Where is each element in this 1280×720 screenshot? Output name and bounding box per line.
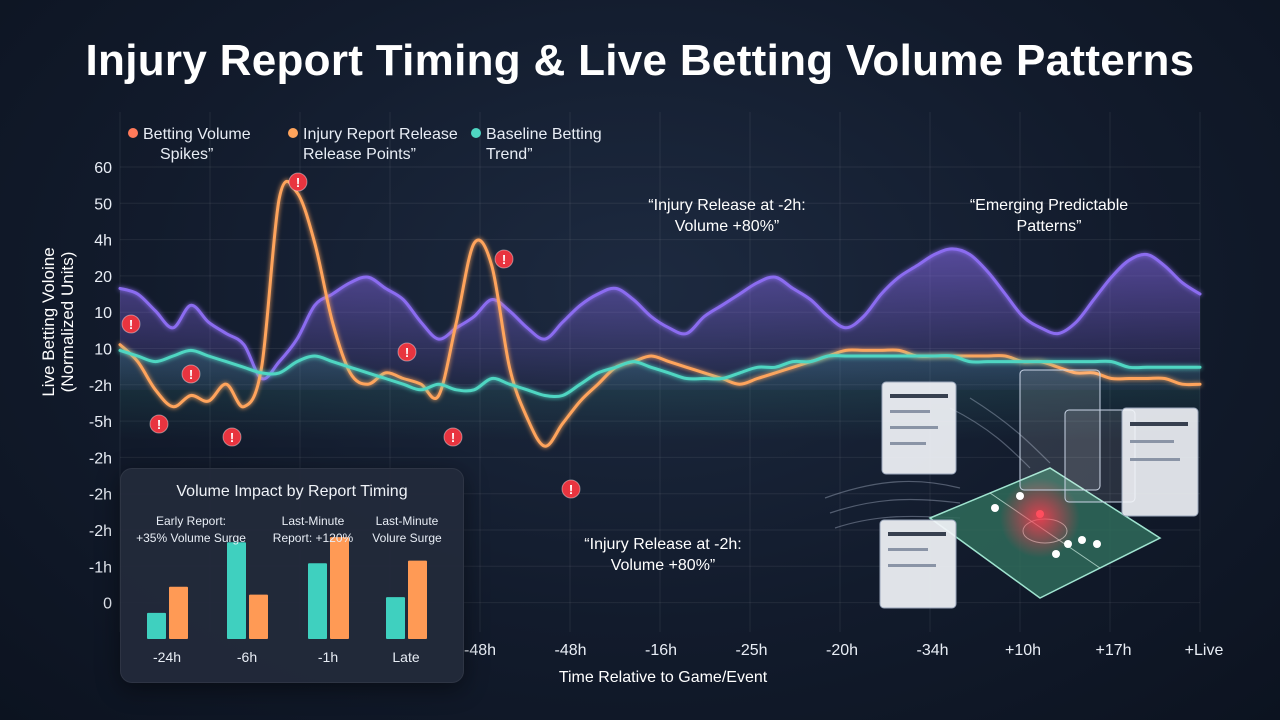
- y-tick-label: 0: [103, 596, 112, 613]
- svg-text:!: !: [129, 317, 133, 332]
- alert-icon: !: [561, 479, 581, 499]
- svg-text:!: !: [230, 430, 234, 445]
- chart-annotation: “Emerging Predictable Patterns”: [970, 197, 1128, 235]
- inset-bar: [147, 612, 166, 639]
- inset-bar: [249, 594, 268, 639]
- inset-bar: [408, 560, 427, 639]
- alert-icon: !: [494, 249, 514, 269]
- inset-bar: [308, 563, 327, 639]
- series-line-betting-volume-spikes: [118, 247, 1202, 381]
- inset-category-label: -1h: [318, 649, 338, 665]
- page-title: Injury Report Timing & Live Betting Volu…: [85, 36, 1195, 85]
- svg-text:Last-Minute: Last-Minute: [282, 514, 345, 528]
- y-axis-label: Live Betting Voloine (Normalized Units): [39, 247, 77, 396]
- svg-text:Injury Report Release: Injury Report Release: [303, 126, 458, 143]
- y-tick-label: -2h: [89, 378, 112, 395]
- svg-text:!: !: [569, 482, 573, 497]
- y-tick-label: -1h: [89, 559, 112, 576]
- y-tick-label: 20: [94, 269, 112, 286]
- floating-screens: [879, 369, 1199, 609]
- alert-icon: !: [288, 172, 308, 192]
- alert-icon: !: [397, 342, 417, 362]
- y-tick-label: -2h: [89, 523, 112, 540]
- svg-text:Release Points”: Release Points”: [303, 146, 416, 163]
- chart-annotation: “Injury Release at -2h: Volume +80%”: [584, 536, 741, 574]
- alert-icon: !: [222, 427, 242, 447]
- svg-text:!: !: [502, 252, 506, 267]
- y-tick-label: 10: [94, 305, 112, 322]
- inset-category-note: Last-Minute Volure Surge: [372, 514, 442, 545]
- inset-bar: [169, 586, 188, 639]
- svg-text:Volure Surge: Volure Surge: [372, 531, 442, 545]
- svg-text:(Normalized Units): (Normalized Units): [58, 252, 77, 393]
- x-tick-label: +10h: [1005, 642, 1041, 659]
- y-tick-label: -5h: [89, 414, 112, 431]
- x-tick-label: -25h: [735, 642, 767, 659]
- inset-category-label: Late: [392, 649, 419, 665]
- svg-text:!: !: [157, 417, 161, 432]
- chart-annotation: “Injury Release at -2h: Volume +80%”: [648, 197, 805, 235]
- svg-text:“Injury Release at -2h:: “Injury Release at -2h:: [584, 536, 741, 553]
- y-tick-label: -2h: [89, 487, 112, 504]
- x-tick-label: +17h: [1095, 642, 1131, 659]
- y-tick-label: 60: [94, 160, 112, 177]
- svg-text:Baseline Betting: Baseline Betting: [486, 126, 602, 143]
- x-tick-label: -34h: [916, 642, 948, 659]
- live-betting-field-screens-illustration: [824, 369, 1199, 609]
- alert-icon: !: [181, 364, 201, 384]
- x-axis-label: Time Relative to Game/Event: [559, 669, 768, 686]
- y-tick-label: 10: [94, 342, 112, 359]
- svg-text:Early Report:: Early Report:: [156, 514, 226, 528]
- legend-entry: Baseline Betting Trend”: [471, 126, 602, 163]
- inset-category-note: Last-Minute Report: +120%: [273, 514, 354, 545]
- inset-bar: [330, 537, 349, 639]
- volume-impact-panel: Volume Impact by Report Timing -2h-2h-1h…: [120, 468, 464, 683]
- inset-category-note: Early Report: +35% Volume Surge: [136, 514, 246, 545]
- legend-entry: Injury Report Release Release Points”: [288, 126, 458, 163]
- svg-text:!: !: [451, 430, 455, 445]
- svg-text:+35% Volume Surge: +35% Volume Surge: [136, 531, 246, 545]
- svg-text:Report: +120%: Report: +120%: [273, 531, 354, 545]
- x-tick-label: +Live: [1185, 642, 1224, 659]
- svg-text:Trend”: Trend”: [486, 146, 533, 163]
- inset-bar: [386, 597, 405, 639]
- svg-text:!: !: [405, 345, 409, 360]
- svg-text:Volume +80%”: Volume +80%”: [611, 557, 716, 574]
- alert-icon: !: [121, 314, 141, 334]
- x-tick-label: -48h: [464, 642, 496, 659]
- series-line-baseline-trend: [118, 348, 1202, 399]
- svg-text:Betting Volume: Betting Volume: [143, 126, 251, 143]
- motion-streaks: [824, 397, 1051, 529]
- y-tick-label: -2h: [89, 450, 112, 467]
- svg-text:Spikes”: Spikes”: [160, 146, 213, 163]
- x-tick-label: -20h: [826, 642, 858, 659]
- alert-icon: !: [443, 427, 463, 447]
- svg-text:Live Betting Voloine: Live Betting Voloine: [39, 247, 58, 396]
- player-icons: [991, 492, 1101, 558]
- svg-text:!: !: [296, 175, 300, 190]
- inset-category-label: -24h: [153, 649, 181, 665]
- inset-category-label: -6h: [237, 649, 257, 665]
- svg-text:Volume +80%”: Volume +80%”: [675, 218, 780, 235]
- svg-text:!: !: [189, 367, 193, 382]
- svg-text:Patterns”: Patterns”: [1017, 218, 1082, 235]
- inset-title: Volume Impact by Report Timing: [176, 483, 408, 500]
- x-tick-label: -16h: [645, 642, 677, 659]
- alert-icon: !: [149, 414, 169, 434]
- inset-bar: [227, 542, 246, 639]
- legend-entry: Betting Volume Spikes”: [128, 126, 251, 163]
- svg-text:“Emerging Predictable: “Emerging Predictable: [970, 197, 1128, 214]
- y-tick-label: 4h: [94, 233, 112, 250]
- x-tick-label: -48h: [554, 642, 586, 659]
- svg-text:“Injury Release at -2h:: “Injury Release at -2h:: [648, 197, 805, 214]
- y-tick-label: 50: [94, 196, 112, 213]
- svg-text:Last-Minute: Last-Minute: [376, 514, 439, 528]
